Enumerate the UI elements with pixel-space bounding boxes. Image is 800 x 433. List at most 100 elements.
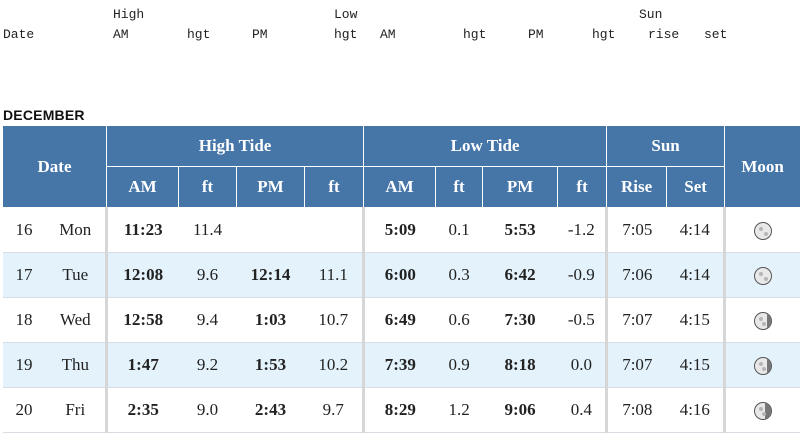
pre-header-low: Low bbox=[334, 8, 357, 21]
high-pm-ft-cell: 10.7 bbox=[305, 298, 364, 343]
moon-cell bbox=[725, 253, 800, 298]
header-sun-set: Set bbox=[667, 167, 725, 208]
header-high-tide: High Tide bbox=[107, 126, 364, 167]
table-row: 18 Wed 12:58 9.4 1:03 10.7 6:49 0.6 7:30… bbox=[3, 298, 800, 343]
high-pm-cell bbox=[237, 208, 305, 253]
low-pm-ft-cell: -0.5 bbox=[558, 298, 607, 343]
tide-table: Date High Tide Low Tide Sun Moon AM ft P… bbox=[2, 125, 800, 433]
low-am-ft-cell: 0.3 bbox=[436, 253, 483, 298]
table-row: 19 Thu 1:47 9.2 1:53 10.2 7:39 0.9 8:18 … bbox=[3, 343, 800, 388]
low-pm-cell: 9:06 bbox=[483, 388, 558, 433]
pre-header-high: High bbox=[113, 8, 144, 21]
full-moon-icon bbox=[754, 267, 772, 285]
high-pm-cell: 12:14 bbox=[237, 253, 305, 298]
pre-header-low-am: AM bbox=[380, 28, 396, 41]
table-row: 20 Fri 2:35 9.0 2:43 9.7 8:29 1.2 9:06 0… bbox=[3, 388, 800, 433]
moon-cell bbox=[725, 343, 800, 388]
high-pm-ft-cell bbox=[305, 208, 364, 253]
pre-header-sun-rise: rise bbox=[648, 28, 679, 41]
low-am-cell: 6:00 bbox=[364, 253, 436, 298]
header-low-am-ft: ft bbox=[436, 167, 483, 208]
moon-cell bbox=[725, 388, 800, 433]
pre-header-high-am-hgt: hgt bbox=[187, 28, 210, 41]
low-pm-ft-cell: 0.4 bbox=[558, 388, 607, 433]
weekday-cell: Tue bbox=[46, 253, 107, 298]
pre-header-sun-set: set bbox=[704, 28, 727, 41]
header-high-am-ft: ft bbox=[179, 167, 237, 208]
weekday-cell: Wed bbox=[46, 298, 107, 343]
low-pm-cell: 7:30 bbox=[483, 298, 558, 343]
header-low-pm-ft: ft bbox=[558, 167, 607, 208]
header-low-am: AM bbox=[364, 167, 436, 208]
header-high-am: AM bbox=[107, 167, 179, 208]
high-am-cell: 11:23 bbox=[107, 208, 179, 253]
high-am-cell: 12:58 bbox=[107, 298, 179, 343]
high-am-ft-cell: 9.4 bbox=[179, 298, 237, 343]
header-moon: Moon bbox=[725, 126, 800, 208]
day-cell: 18 bbox=[3, 298, 46, 343]
header-sun-rise: Rise bbox=[607, 167, 667, 208]
pre-header-high-pm-hgt: hgt bbox=[334, 28, 357, 41]
header-sun: Sun bbox=[607, 126, 725, 167]
waning-gibbous-moon-icon bbox=[754, 402, 772, 420]
pre-header-high-pm: PM bbox=[252, 28, 268, 41]
low-am-cell: 5:09 bbox=[364, 208, 436, 253]
high-pm-ft-cell: 9.7 bbox=[305, 388, 364, 433]
header-high-pm: PM bbox=[237, 167, 305, 208]
waning-gibbous-moon-icon bbox=[754, 357, 772, 375]
moon-cell bbox=[725, 298, 800, 343]
high-am-cell: 2:35 bbox=[107, 388, 179, 433]
low-pm-cell: 6:42 bbox=[483, 253, 558, 298]
low-am-cell: 6:49 bbox=[364, 298, 436, 343]
table-row: 17 Tue 12:08 9.6 12:14 11.1 6:00 0.3 6:4… bbox=[3, 253, 800, 298]
sunrise-cell: 7:07 bbox=[607, 298, 667, 343]
sunrise-cell: 7:05 bbox=[607, 208, 667, 253]
pre-header-high-am: AM bbox=[113, 28, 129, 41]
sunset-cell: 4:14 bbox=[667, 208, 725, 253]
pre-header-low-am-hgt: hgt bbox=[463, 28, 486, 41]
sunset-cell: 4:15 bbox=[667, 298, 725, 343]
high-am-cell: 1:47 bbox=[107, 343, 179, 388]
high-am-ft-cell: 11.4 bbox=[179, 208, 237, 253]
low-pm-ft-cell: -0.9 bbox=[558, 253, 607, 298]
sunrise-cell: 7:06 bbox=[607, 253, 667, 298]
pre-header-date: Date bbox=[3, 28, 34, 41]
waning-gibbous-moon-icon bbox=[754, 312, 772, 330]
header-high-pm-ft: ft bbox=[305, 167, 364, 208]
low-am-ft-cell: 0.9 bbox=[436, 343, 483, 388]
high-pm-cell: 1:53 bbox=[237, 343, 305, 388]
weekday-cell: Mon bbox=[46, 208, 107, 253]
high-pm-cell: 2:43 bbox=[237, 388, 305, 433]
low-pm-ft-cell: 0.0 bbox=[558, 343, 607, 388]
pre-header-low-pm-hgt: hgt bbox=[592, 28, 615, 41]
high-pm-cell: 1:03 bbox=[237, 298, 305, 343]
header-low-pm: PM bbox=[483, 167, 558, 208]
full-moon-icon bbox=[754, 222, 772, 240]
sunrise-cell: 7:07 bbox=[607, 343, 667, 388]
high-am-cell: 12:08 bbox=[107, 253, 179, 298]
weekday-cell: Fri bbox=[46, 388, 107, 433]
sunset-cell: 4:15 bbox=[667, 343, 725, 388]
pre-header-sun: Sun bbox=[639, 8, 662, 21]
high-am-ft-cell: 9.2 bbox=[179, 343, 237, 388]
pre-header-low-pm: PM bbox=[528, 28, 544, 41]
header-low-tide: Low Tide bbox=[364, 126, 607, 167]
low-pm-cell: 5:53 bbox=[483, 208, 558, 253]
low-pm-ft-cell: -1.2 bbox=[558, 208, 607, 253]
day-cell: 16 bbox=[3, 208, 46, 253]
sunset-cell: 4:14 bbox=[667, 253, 725, 298]
moon-cell bbox=[725, 208, 800, 253]
high-am-ft-cell: 9.6 bbox=[179, 253, 237, 298]
weekday-cell: Thu bbox=[46, 343, 107, 388]
high-pm-ft-cell: 10.2 bbox=[305, 343, 364, 388]
day-cell: 17 bbox=[3, 253, 46, 298]
low-am-ft-cell: 1.2 bbox=[436, 388, 483, 433]
table-row: 16 Mon 11:23 11.4 5:09 0.1 5:53 -1.2 7:0… bbox=[3, 208, 800, 253]
sunset-cell: 4:16 bbox=[667, 388, 725, 433]
month-heading: DECEMBER bbox=[3, 107, 85, 123]
low-am-cell: 8:29 bbox=[364, 388, 436, 433]
low-am-ft-cell: 0.6 bbox=[436, 298, 483, 343]
high-am-ft-cell: 9.0 bbox=[179, 388, 237, 433]
header-date: Date bbox=[3, 126, 107, 208]
low-pm-cell: 8:18 bbox=[483, 343, 558, 388]
